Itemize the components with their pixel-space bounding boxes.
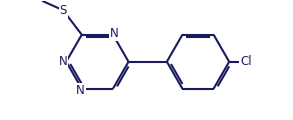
- Text: N: N: [110, 27, 119, 40]
- Text: N: N: [76, 84, 85, 97]
- Text: S: S: [59, 4, 67, 17]
- Text: Cl: Cl: [240, 55, 252, 68]
- Text: N: N: [58, 54, 67, 68]
